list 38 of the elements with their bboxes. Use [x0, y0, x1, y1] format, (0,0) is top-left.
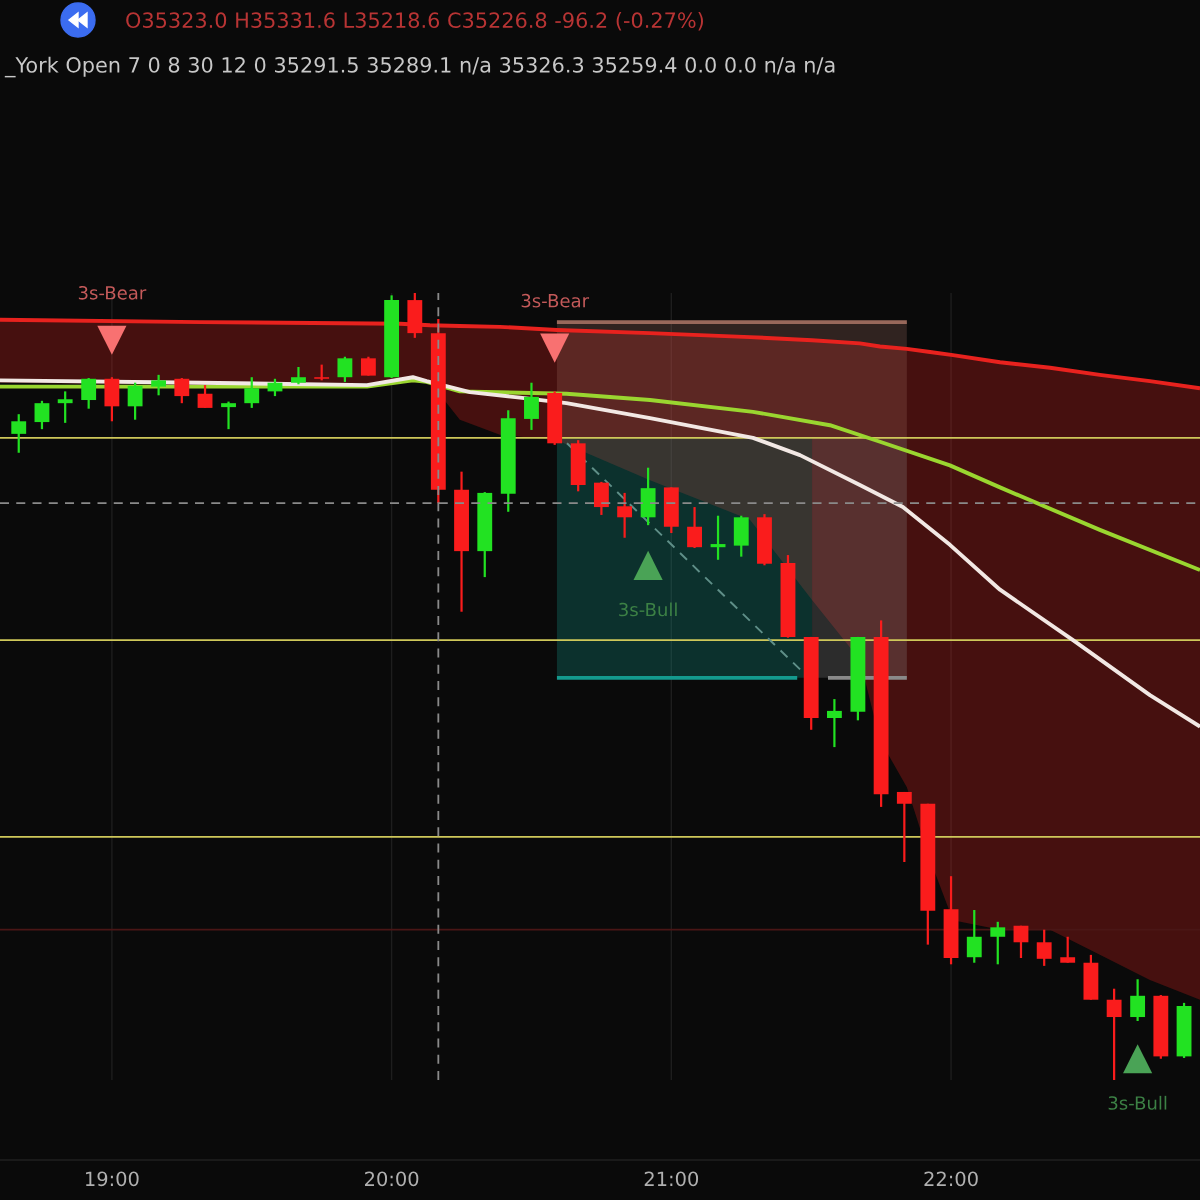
candlestick	[826, 697, 842, 749]
candlestick	[127, 381, 143, 421]
x-tick-label: 21:00	[644, 1171, 699, 1187]
candlestick	[687, 505, 702, 550]
point	[1123, 1044, 1153, 1074]
point	[633, 550, 663, 580]
point	[540, 333, 570, 363]
candlestick	[896, 790, 912, 864]
x-tick-label: 22:00	[924, 1171, 978, 1187]
candlestick	[34, 399, 50, 431]
candlestick	[1036, 928, 1052, 967]
text: O35323.0 H35331.6 L35218.6 C35226.8 -96.2 (-0.27%)	[126, 11, 703, 31]
candlestick	[244, 376, 260, 410]
candlestick	[1130, 978, 1146, 1023]
candlestick	[360, 355, 376, 377]
candlestick	[221, 400, 236, 431]
series-label: 3s-Bear	[78, 285, 147, 300]
series-label: 3s-Bear	[521, 293, 590, 308]
x-tick-label: 20:00	[365, 1171, 419, 1187]
candlestick	[57, 390, 73, 424]
candlestick	[337, 355, 353, 384]
candlestick	[151, 373, 167, 397]
candlestick	[524, 381, 539, 432]
candlestick	[174, 376, 190, 405]
candlestick	[966, 908, 982, 964]
text: _York Open 7 0 8 30 12 0 35291.5 35289.1 n/a 35326.3 35259.4 0.0 0.0 n/a n/a	[4, 56, 835, 78]
series-label: 3s-Bull	[619, 602, 677, 617]
candlestick	[990, 920, 1006, 966]
x-tick-label: 19:00	[86, 1171, 139, 1187]
candlestick	[11, 413, 27, 454]
series-label: 3s-Bull	[1108, 1095, 1167, 1110]
point	[97, 325, 127, 355]
candlestick	[617, 491, 633, 539]
candlestick	[1060, 935, 1076, 964]
candlestick	[1013, 924, 1029, 960]
candlestick	[1106, 987, 1122, 1080]
candlestick	[197, 383, 213, 410]
candlestick	[81, 376, 97, 410]
